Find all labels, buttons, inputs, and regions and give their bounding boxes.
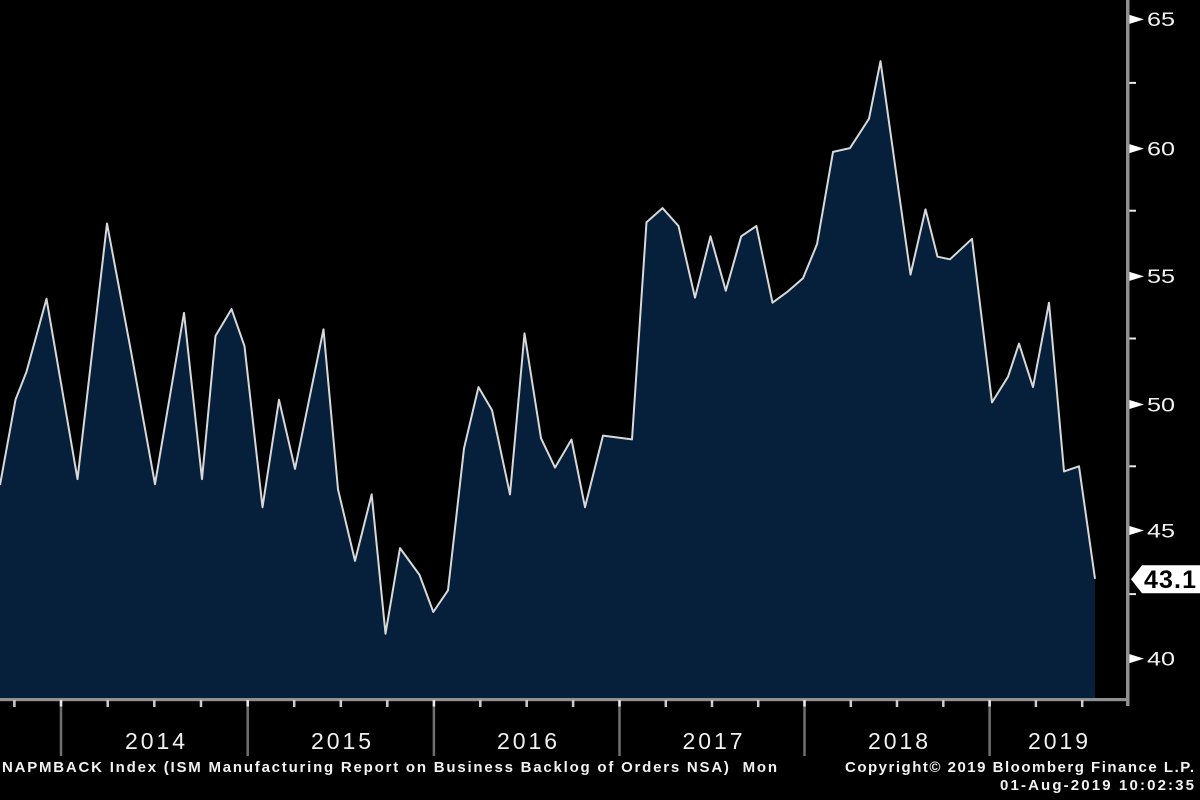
svg-text:65: 65 bbox=[1147, 10, 1175, 31]
svg-text:40: 40 bbox=[1147, 649, 1175, 670]
svg-text:45: 45 bbox=[1147, 521, 1175, 542]
svg-text:50: 50 bbox=[1147, 395, 1175, 416]
svg-text:43.1: 43.1 bbox=[1144, 566, 1196, 594]
svg-text:55: 55 bbox=[1147, 267, 1175, 288]
svg-text:01-Aug-2019 10:02:35: 01-Aug-2019 10:02:35 bbox=[1000, 777, 1194, 794]
svg-text:60: 60 bbox=[1147, 139, 1175, 160]
svg-text:NAPMBACK Index (ISM Manufactur: NAPMBACK Index (ISM Manufacturing Report… bbox=[2, 759, 777, 776]
svg-text:Copyright© 2019 Bloomberg Fina: Copyright© 2019 Bloomberg Finance L.P. bbox=[845, 759, 1194, 776]
